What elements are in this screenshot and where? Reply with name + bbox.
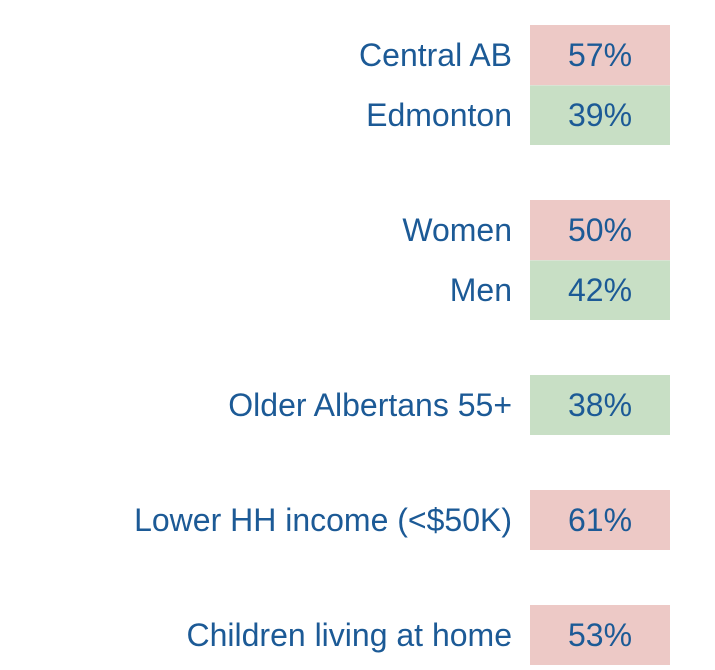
value-cell: 61% <box>530 490 670 550</box>
row-group: Women 50% Men 42% <box>0 200 715 320</box>
value-cell: 39% <box>530 85 670 145</box>
row-group: Central AB 57% Edmonton 39% <box>0 25 715 145</box>
value-cell: 57% <box>530 25 670 85</box>
row-label: Women <box>402 212 512 248</box>
table-row: Women 50% <box>0 200 715 260</box>
value-cell: 50% <box>530 200 670 260</box>
value-cell: 53% <box>530 605 670 665</box>
row-label: Children living at home <box>186 617 513 653</box>
table-row: Lower HH income (<$50K) 61% <box>0 490 715 550</box>
row-label: Central AB <box>359 37 512 73</box>
table-row: Central AB 57% <box>0 25 715 85</box>
row-group: Lower HH income (<$50K) 61% <box>0 490 715 550</box>
value-cell: 42% <box>530 260 670 320</box>
row-label: Older Albertans 55+ <box>228 387 512 423</box>
value-cell: 38% <box>530 375 670 435</box>
table-row: Children living at home 53% <box>0 605 715 665</box>
table-row: Older Albertans 55+ 38% <box>0 375 715 435</box>
row-label: Edmonton <box>366 97 512 133</box>
table-row: Edmonton 39% <box>0 85 715 145</box>
row-group: Older Albertans 55+ 38% <box>0 375 715 435</box>
row-label: Men <box>449 272 512 308</box>
row-label: Lower HH income (<$50K) <box>134 502 512 538</box>
table-row: Men 42% <box>0 260 715 320</box>
row-group: Children living at home 53% <box>0 605 715 665</box>
